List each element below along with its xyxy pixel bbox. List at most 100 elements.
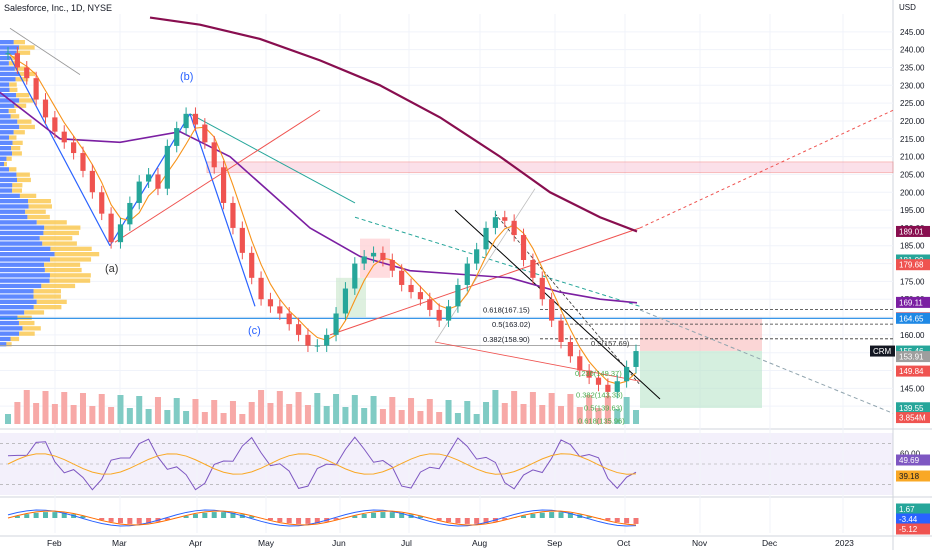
volume-profile-row xyxy=(28,199,51,203)
candle-body xyxy=(521,235,526,260)
volume-bar xyxy=(286,404,292,424)
macd-histogram xyxy=(52,512,57,518)
macd-histogram xyxy=(371,513,376,518)
volume-bar xyxy=(436,412,442,424)
price-tick: 230.00 xyxy=(900,81,925,90)
fib-label: 0.618(167.15) xyxy=(483,305,530,314)
candle-body xyxy=(530,260,535,278)
candle-body xyxy=(62,132,67,143)
candle-body xyxy=(465,264,470,285)
candle-body xyxy=(174,128,179,146)
price-tag-label: 164.65 xyxy=(899,314,924,323)
volume-profile-row xyxy=(0,252,55,256)
volume-bar xyxy=(417,411,423,424)
price-tick: 245.00 xyxy=(900,28,925,37)
volume-profile-row xyxy=(14,130,25,134)
symbol-title[interactable]: Salesforce, Inc., 1D, NYSE xyxy=(4,3,112,13)
volume-bar xyxy=(183,411,189,424)
time-tick: Sep xyxy=(547,538,562,548)
rsi-tag-label: 49.69 xyxy=(899,456,920,465)
volume-profile-row xyxy=(34,289,61,293)
volume-bar xyxy=(342,407,348,424)
volume-profile-row xyxy=(34,294,61,298)
candle-body xyxy=(99,192,104,213)
time-tick: Jul xyxy=(401,538,412,548)
volume-bar xyxy=(530,392,536,424)
macd-histogram xyxy=(474,518,479,524)
volume-profile-row xyxy=(0,326,22,330)
macd-histogram xyxy=(549,512,554,518)
volume-profile-row xyxy=(0,77,16,81)
volume-bar xyxy=(99,394,105,424)
volume-profile-row xyxy=(43,231,79,235)
wave-label: (a) xyxy=(105,263,118,275)
volume-profile-row xyxy=(0,109,9,113)
volume-profile-row xyxy=(0,284,41,288)
candle-body xyxy=(315,346,320,347)
candle-body xyxy=(408,285,413,292)
candle-body xyxy=(380,253,385,260)
volume-bar xyxy=(464,401,470,424)
candle-body xyxy=(183,114,188,128)
volume-bar xyxy=(502,403,508,424)
price-tick: 215.00 xyxy=(900,135,925,144)
candle-body xyxy=(512,221,517,235)
candle-body xyxy=(596,378,601,385)
volume-profile-row xyxy=(0,305,34,309)
volume-bar xyxy=(230,401,236,424)
candle-body xyxy=(258,278,263,299)
volume-profile-row xyxy=(34,305,62,309)
candle-body xyxy=(549,299,554,320)
volume-profile-row xyxy=(11,114,20,118)
price-tag-label: 189.01 xyxy=(899,227,924,236)
volume-bar xyxy=(305,405,311,424)
volume-profile-row xyxy=(42,241,77,245)
volume-profile-row xyxy=(12,188,22,192)
macd-histogram xyxy=(43,512,48,518)
volume-profile-row xyxy=(0,289,34,293)
volume-bar xyxy=(427,399,433,424)
volume-bar xyxy=(352,395,358,424)
candle-body xyxy=(324,335,329,346)
volume-profile-row xyxy=(17,178,31,182)
volume-bar xyxy=(42,391,48,424)
macd-histogram xyxy=(34,513,39,518)
time-tick: Nov xyxy=(692,538,708,548)
volume-bar xyxy=(389,397,395,424)
volume-bar xyxy=(14,402,20,424)
macd-histogram xyxy=(127,518,132,524)
volume-profile-row xyxy=(44,226,80,230)
candle-body xyxy=(155,174,160,188)
candle-body xyxy=(558,321,563,342)
volume-profile-row xyxy=(19,321,35,325)
volume-bar xyxy=(164,410,170,424)
volume-profile-row xyxy=(24,310,44,314)
price-tag-label: 3.854M xyxy=(899,414,926,423)
candle-body xyxy=(43,100,48,118)
candle-body xyxy=(137,182,142,203)
volume-bar xyxy=(71,405,77,424)
candle-body xyxy=(427,299,432,310)
volume-bar xyxy=(52,404,58,424)
volume-profile-row xyxy=(0,226,44,230)
candle-body xyxy=(633,351,638,367)
price-tag-label: 179.68 xyxy=(899,261,924,270)
macd-histogram xyxy=(296,518,301,524)
volume-profile-row xyxy=(0,220,37,224)
volume-profile-row xyxy=(50,257,91,261)
volume-profile-row xyxy=(0,300,37,304)
price-tick: 185.00 xyxy=(900,242,925,251)
volume-profile-row xyxy=(0,173,16,177)
time-tick: Aug xyxy=(472,538,487,548)
volume-profile-row xyxy=(0,146,11,150)
candle-body xyxy=(483,228,488,249)
candle-body xyxy=(165,146,170,189)
candle-body xyxy=(352,264,357,289)
price-tick: 160.00 xyxy=(900,331,925,340)
volume-profile-row xyxy=(0,231,43,235)
volume-profile-row xyxy=(0,215,27,219)
volume-profile-row xyxy=(20,194,36,198)
candle-body xyxy=(474,249,479,263)
